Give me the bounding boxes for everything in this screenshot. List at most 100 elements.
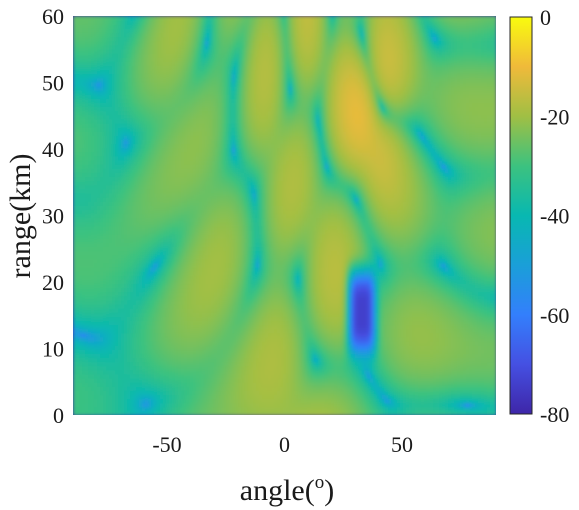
heat-cell <box>304 361 308 367</box>
heat-cell <box>160 357 164 363</box>
heat-cell <box>115 382 119 387</box>
heat-cell <box>322 406 326 412</box>
heat-cell <box>211 410 215 415</box>
heat-cell <box>430 410 434 415</box>
heat-cell <box>436 390 440 396</box>
heat-cell <box>247 398 251 404</box>
heat-cell <box>106 365 110 371</box>
heat-cell <box>403 373 407 379</box>
heat-cell <box>328 382 332 387</box>
heat-cell <box>85 406 89 412</box>
heat-cell <box>385 410 389 415</box>
heat-cell <box>478 390 482 396</box>
heat-cell <box>328 386 332 391</box>
heat-cell <box>331 369 335 375</box>
heat-cell <box>358 402 362 408</box>
heat-cell <box>331 410 335 415</box>
heat-cell <box>457 394 461 400</box>
heat-cell <box>439 398 443 404</box>
heat-cell <box>406 377 410 383</box>
heat-cell <box>241 377 245 383</box>
heat-cell <box>289 373 293 379</box>
heat-cell <box>235 373 239 379</box>
heat-cell <box>256 365 260 371</box>
heat-cell <box>286 357 290 363</box>
heat-cell <box>259 382 263 387</box>
heat-cell <box>178 361 182 367</box>
heat-cell <box>271 402 275 408</box>
heat-cell <box>361 361 365 367</box>
heat-cell <box>337 406 341 412</box>
heat-cell <box>472 398 476 404</box>
heat-cell <box>397 410 401 415</box>
heat-cell <box>169 361 173 367</box>
heat-cell <box>319 390 323 396</box>
heat-cell <box>142 361 146 367</box>
heat-cell <box>205 357 209 363</box>
heat-cell <box>289 357 293 363</box>
heat-cell <box>214 398 218 404</box>
heat-cell <box>274 386 278 391</box>
heat-cell <box>238 369 242 375</box>
heat-cell <box>427 410 431 415</box>
heat-cell <box>433 406 437 412</box>
heat-cell <box>421 394 425 400</box>
heat-cell <box>403 382 407 387</box>
heat-cell <box>211 373 215 379</box>
heat-cell <box>472 365 476 371</box>
heat-cell <box>211 377 215 383</box>
heat-cell <box>145 398 149 404</box>
heat-cell <box>136 386 140 391</box>
heat-cell <box>208 406 212 412</box>
heat-cell <box>325 357 329 363</box>
heat-cell <box>487 361 491 367</box>
heat-cell <box>220 373 224 379</box>
heat-cell <box>391 373 395 379</box>
heat-cell <box>190 398 194 404</box>
heat-cell <box>346 357 350 363</box>
heat-cell <box>190 390 194 396</box>
heat-cell <box>391 361 395 367</box>
heat-cell <box>196 390 200 396</box>
heat-cell <box>445 406 449 412</box>
heat-cell <box>412 386 416 391</box>
heat-cell <box>304 365 308 371</box>
heat-cell <box>169 410 173 415</box>
heat-cell <box>157 406 161 412</box>
heat-cell <box>322 365 326 371</box>
heat-cell <box>85 377 89 383</box>
heat-cell <box>148 373 152 379</box>
heat-cell <box>97 357 101 363</box>
heat-cell <box>313 402 317 408</box>
heat-cell <box>79 377 83 383</box>
heat-cell <box>397 365 401 371</box>
heat-cell <box>256 410 260 415</box>
heat-cell <box>118 377 122 383</box>
heat-cell <box>361 357 365 363</box>
heat-cell <box>295 402 299 408</box>
heat-cell <box>376 386 380 391</box>
heat-cell <box>379 369 383 375</box>
heat-cell <box>244 377 248 383</box>
heat-cell <box>193 410 197 415</box>
heat-cell <box>385 398 389 404</box>
heat-cell <box>259 373 263 379</box>
heat-cell <box>157 402 161 408</box>
heat-cell <box>94 373 98 379</box>
heat-cell <box>73 377 77 383</box>
heat-cell <box>442 377 446 383</box>
heat-cell <box>205 382 209 387</box>
heat-cell <box>151 369 155 375</box>
heat-cell <box>235 390 239 396</box>
heat-cell <box>241 406 245 412</box>
heat-cell <box>301 361 305 367</box>
heat-cell <box>421 365 425 371</box>
heat-cell <box>346 394 350 400</box>
heat-cell <box>430 402 434 408</box>
heat-cell <box>391 365 395 371</box>
heat-cell <box>226 382 230 387</box>
heat-cell <box>406 361 410 367</box>
heat-cell <box>190 402 194 408</box>
heat-cell <box>109 365 113 371</box>
heat-cell <box>91 382 95 387</box>
